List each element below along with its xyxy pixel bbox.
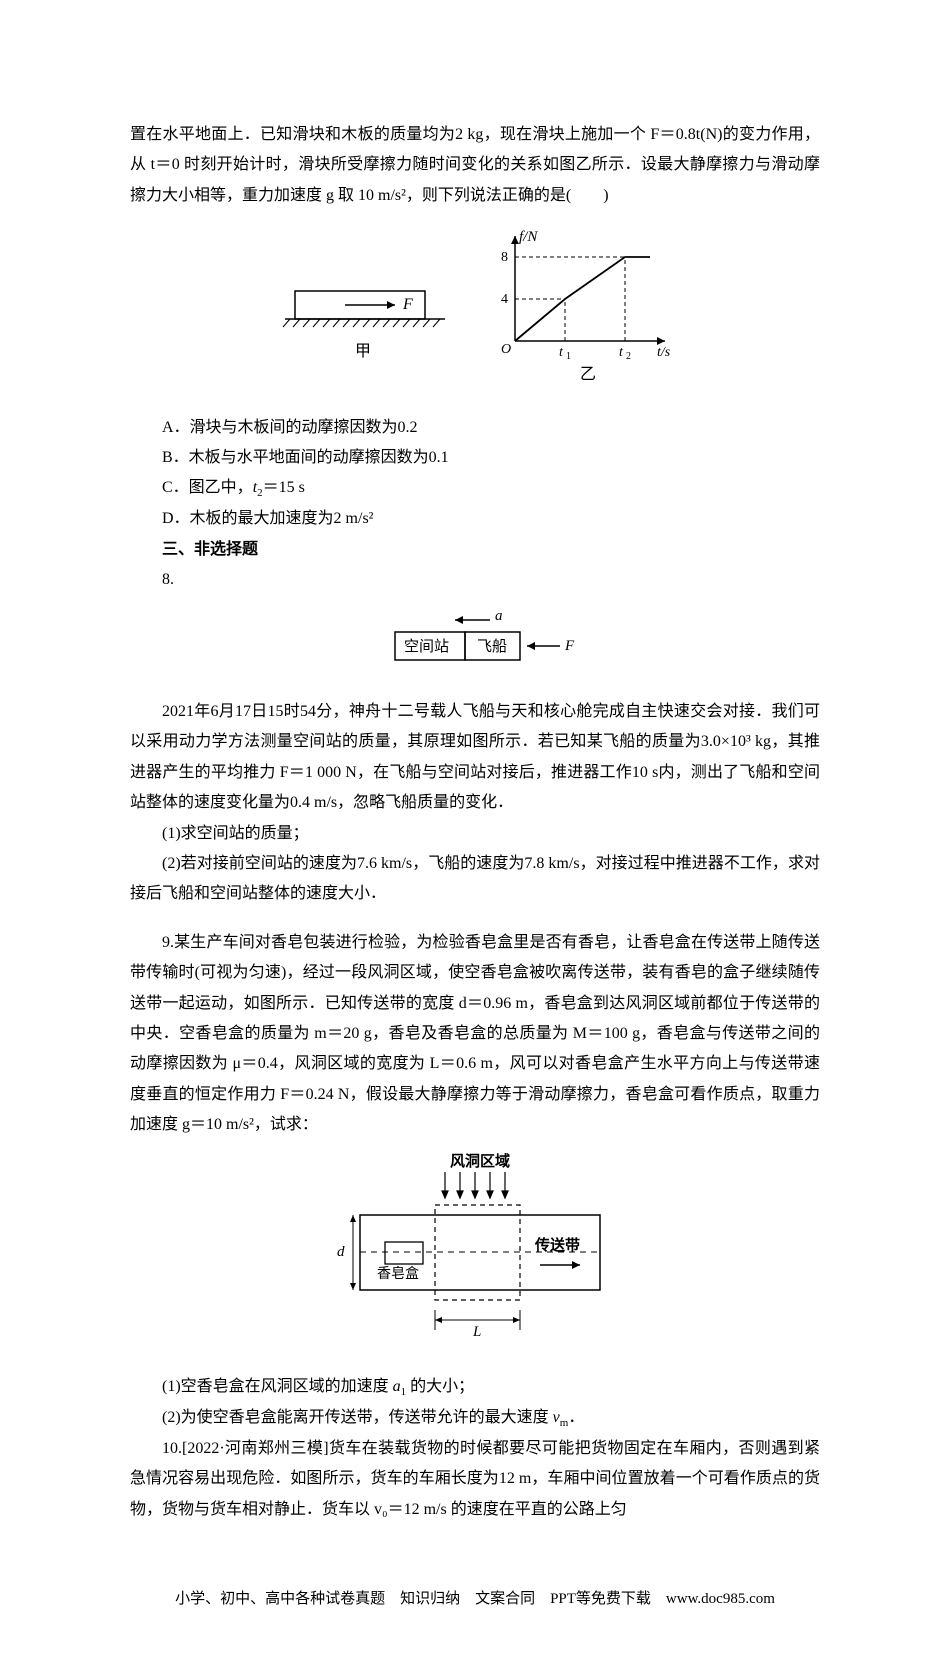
q9-p1: 9.某生产车间对香皂包装进行检验，为检验香皂盒里是否有香皂，让香皂盒在传送带上随… — [130, 928, 820, 1141]
fig1-y8: 8 — [501, 250, 508, 265]
fig-q9-svg: 风洞区域 香皂盒 d 传送带 — [325, 1150, 625, 1350]
fig1-O: O — [501, 342, 511, 357]
q9s1-pre: (1)空香皂盒在风洞区域的加速度 — [162, 1378, 393, 1395]
page-body: 置在水平地面上．已知滑块和木板的质量均为2 kg，现在滑块上施加一个 F＝0.8… — [0, 0, 950, 1654]
fig1-y4: 4 — [501, 292, 508, 307]
page-footer: 小学、初中、高中各种试卷真题 知识归纳 文案合同 PPT等免费下载 www.do… — [130, 1585, 820, 1614]
q8-p1: 2021年6月17日15时54分，神舟十二号载人飞船与天和核心舱完成自主快速交会… — [130, 697, 820, 819]
q9s2-pre: (2)为使空香皂盒能离开传送带，传送带允许的最大速度 — [162, 1409, 553, 1426]
fig3-wind: 风洞区域 — [450, 1152, 510, 1170]
optC-pre: C．图乙中， — [162, 479, 253, 496]
fig2-F: F — [564, 638, 575, 654]
section3-heading: 三、非选择题 — [130, 535, 820, 565]
q7-opt-C: C．图乙中，t2＝15 s — [130, 473, 820, 504]
q9s1-post: 的大小； — [406, 1378, 474, 1395]
q8-sub1: (1)求空间站的质量； — [130, 819, 820, 849]
fig3-box: 香皂盒 — [377, 1265, 419, 1282]
q9s1-var: a — [393, 1378, 401, 1395]
fig1-t2s: 2 — [626, 351, 631, 362]
fig1-caption-right: 乙 — [580, 366, 596, 383]
q9s2-var: v — [553, 1409, 560, 1426]
q9-sub2: (2)为使空香皂盒能离开传送带，传送带允许的最大速度 vm． — [130, 1403, 820, 1434]
fig-q7-svg: F 甲 — [265, 221, 685, 391]
fig-q8-svg: a 空间站 飞船 F — [355, 606, 595, 676]
fig3-L: L — [472, 1324, 481, 1340]
figure-q7: F 甲 — [130, 221, 820, 402]
fig1-t1s: 1 — [566, 351, 571, 362]
fig1-yaxis: f/N — [519, 229, 538, 245]
q7-opt-B: B．木板与水平地面间的动摩擦因数为0.1 — [130, 443, 820, 473]
figure-q8: a 空间站 飞船 F — [130, 606, 820, 687]
fig2-left: 空间站 — [404, 638, 449, 655]
fig1-F: F — [402, 296, 413, 313]
q7-opt-D: D．木板的最大加速度为2 m/s² — [130, 504, 820, 534]
figure-q9: 风洞区域 香皂盒 d 传送带 — [130, 1150, 820, 1361]
q7-stem: 置在水平地面上．已知滑块和木板的质量均为2 kg，现在滑块上施加一个 F＝0.8… — [130, 120, 820, 211]
fig1-xaxis: t/s — [657, 345, 671, 360]
q9s2-sub: m — [560, 1417, 569, 1429]
fig1-t2: t — [619, 345, 624, 360]
fig3-belt: 传送带 — [534, 1236, 580, 1254]
spacer — [130, 910, 820, 928]
fig1-t1: t — [559, 345, 564, 360]
fig3-d: d — [337, 1244, 345, 1260]
q8-sub2: (2)若对接前空间站的速度为7.6 km/s，飞船的速度为7.8 km/s，对接… — [130, 849, 820, 910]
q10-p1: 10.[2022·河南郑州三模]货车在装载货物的时候都要尽可能把货物固定在车厢内… — [130, 1434, 820, 1525]
q9s2-post: ． — [568, 1409, 584, 1426]
fig2-a: a — [495, 608, 503, 624]
fig2-right: 飞船 — [477, 638, 507, 655]
q9-sub1: (1)空香皂盒在风洞区域的加速度 a1 的大小； — [130, 1372, 820, 1403]
q7-opt-A: A．滑块与木板间的动摩擦因数为0.2 — [130, 413, 820, 443]
fig1-caption-left: 甲 — [355, 343, 371, 360]
q8-number: 8. — [130, 565, 820, 595]
optC-post: ＝15 s — [263, 479, 305, 496]
